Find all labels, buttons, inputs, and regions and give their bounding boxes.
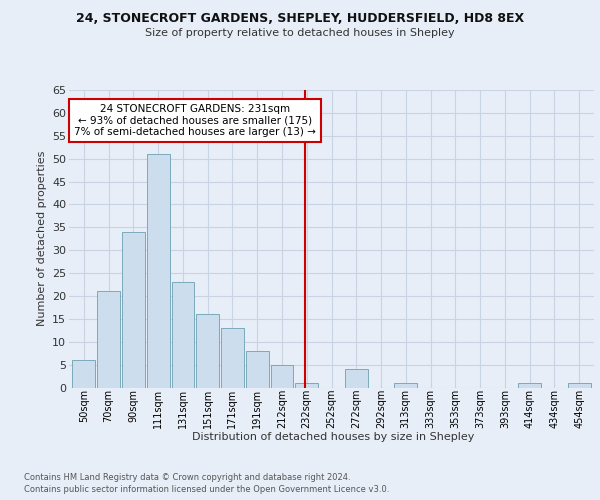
Text: 24 STONECROFT GARDENS: 231sqm
← 93% of detached houses are smaller (175)
7% of s: 24 STONECROFT GARDENS: 231sqm ← 93% of d… xyxy=(74,104,316,137)
Bar xyxy=(518,383,541,388)
Text: Contains HM Land Registry data © Crown copyright and database right 2024.: Contains HM Land Registry data © Crown c… xyxy=(24,472,350,482)
Text: 24, STONECROFT GARDENS, SHEPLEY, HUDDERSFIELD, HD8 8EX: 24, STONECROFT GARDENS, SHEPLEY, HUDDERS… xyxy=(76,12,524,26)
Bar xyxy=(295,383,318,388)
Text: Distribution of detached houses by size in Shepley: Distribution of detached houses by size … xyxy=(192,432,474,442)
Text: Size of property relative to detached houses in Shepley: Size of property relative to detached ho… xyxy=(145,28,455,38)
Bar xyxy=(568,383,590,388)
Bar xyxy=(271,364,293,388)
Bar xyxy=(394,383,417,388)
Text: Contains public sector information licensed under the Open Government Licence v3: Contains public sector information licen… xyxy=(24,485,389,494)
Bar xyxy=(345,369,368,388)
Bar xyxy=(122,232,145,388)
Bar xyxy=(97,292,120,388)
Bar xyxy=(147,154,170,388)
Bar xyxy=(73,360,95,388)
Bar xyxy=(196,314,219,388)
Bar xyxy=(246,351,269,388)
Bar xyxy=(172,282,194,388)
Y-axis label: Number of detached properties: Number of detached properties xyxy=(37,151,47,326)
Bar xyxy=(221,328,244,388)
